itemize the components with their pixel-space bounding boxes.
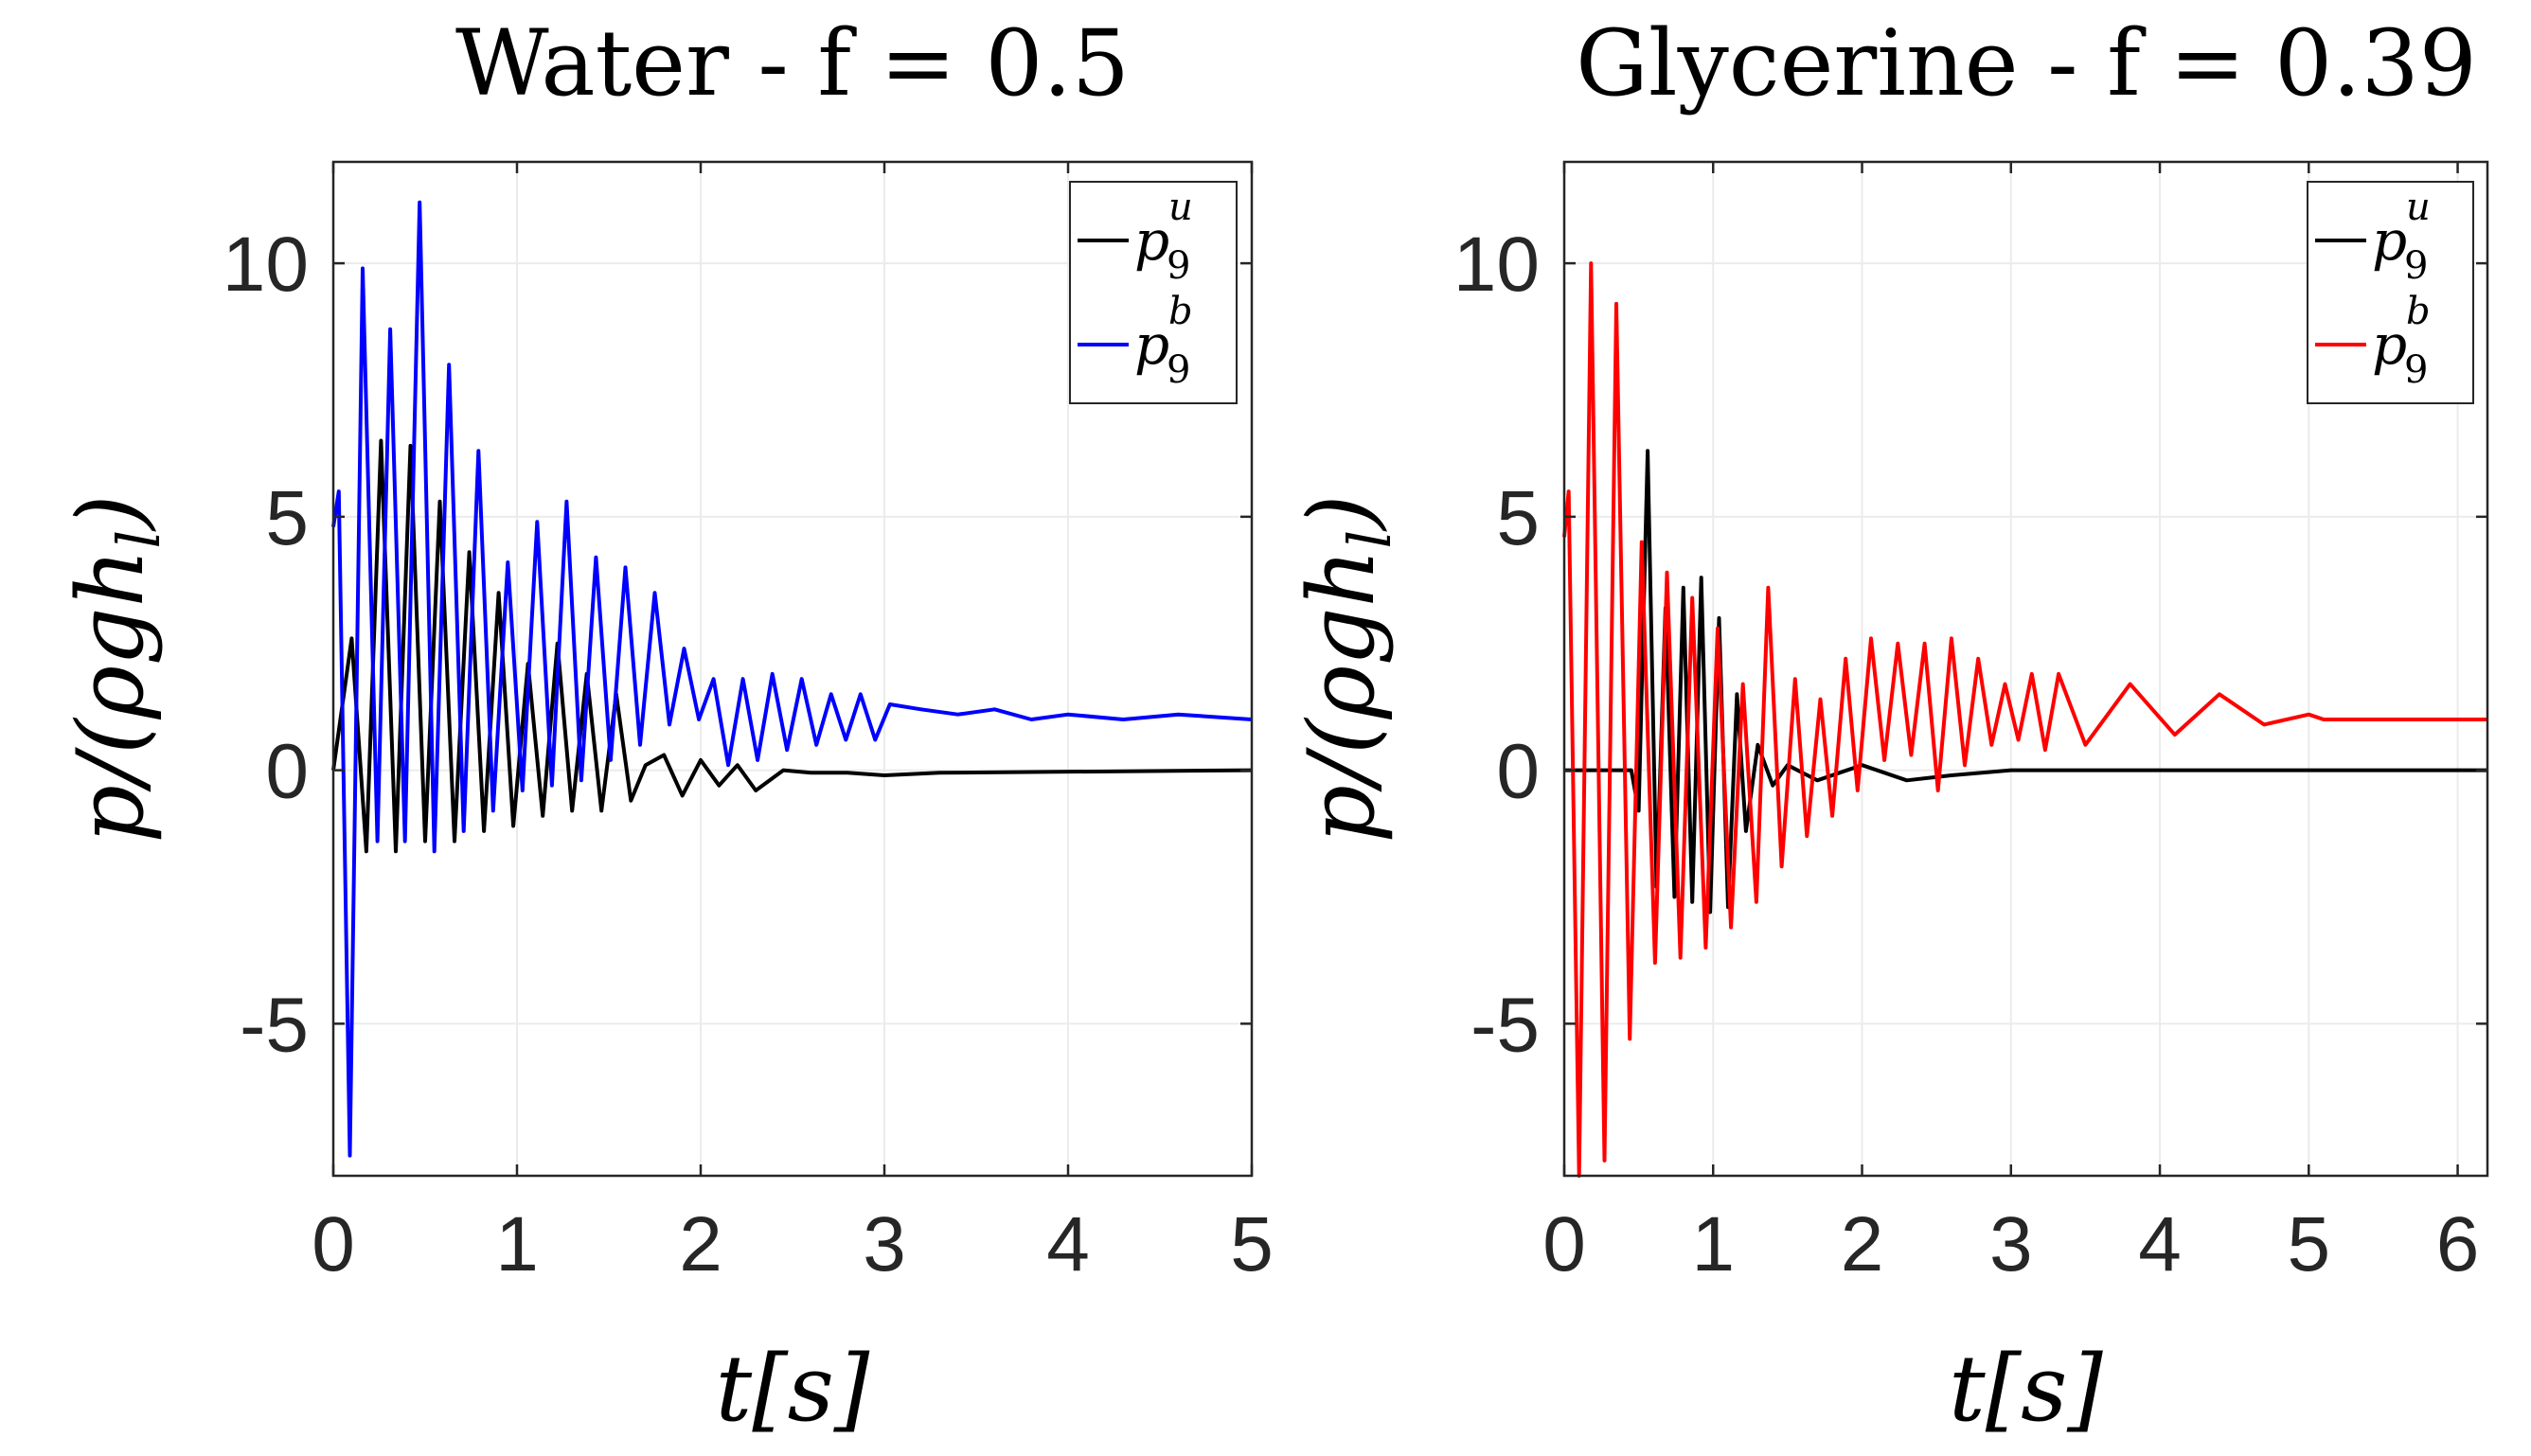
glycerine-series-b-line	[1562, 261, 2487, 1178]
water-legend-box	[1069, 181, 1238, 404]
glycerine-legend-label-b: p	[2372, 312, 2407, 377]
water-x-axis-label: t[s]	[716, 1336, 870, 1442]
water-y-tick-label: -5	[240, 982, 309, 1068]
glycerine-legend-sub-b: 9	[2404, 348, 2428, 392]
water-legend-sup-b: b	[1168, 290, 1193, 333]
glycerine-y-axis-label: p/(ρghl)	[1289, 494, 1404, 843]
glycerine-x-tick-label: 1	[1691, 1201, 1735, 1287]
glycerine-legend-box	[2307, 181, 2474, 404]
water-legend-sub-b: 9	[1167, 348, 1190, 392]
water-legend-sub-u: 9	[1167, 244, 1190, 288]
glycerine-x-axis-label: t[s]	[1949, 1336, 2103, 1442]
glycerine-y-tick-label: -5	[1470, 982, 1540, 1068]
glycerine-x-tick-label: 4	[2138, 1201, 2182, 1287]
water-y-tick-label: 5	[265, 475, 309, 561]
water-legend-label-u: p	[1134, 208, 1169, 273]
water-legend-label-b: p	[1134, 312, 1169, 377]
glycerine-x-tick-label: 2	[1841, 1201, 1884, 1287]
water-x-tick-label: 4	[1046, 1201, 1090, 1287]
glycerine-y-tick-label: 5	[1496, 475, 1540, 561]
water-x-tick-label: 1	[495, 1201, 539, 1287]
glycerine-x-tick-label: 0	[1542, 1201, 1586, 1287]
water-y-tick-label: 10	[223, 222, 309, 308]
glycerine-y-tick-label: 0	[1496, 729, 1540, 815]
glycerine-y-tick-label: 10	[1453, 222, 1540, 308]
water-x-tick-label: 0	[312, 1201, 355, 1287]
glycerine-panel: Glycerine - f = 0.39 0 1 2 3 4 5 6 -5 0 5 10 t[s] p/(…	[1289, 10, 2489, 1442]
water-chart-title: Water - f = 0.5	[455, 10, 1130, 116]
glycerine-legend-sup-u: u	[2406, 186, 2431, 229]
water-x-tick-label: 2	[679, 1201, 722, 1287]
water-panel: Water - f = 0.5 0 1 2 3 4 5 -5 0 5 10 t[s] p/(ρghl) p…	[58, 10, 1274, 1442]
water-x-tick-label: 5	[1230, 1201, 1274, 1287]
glycerine-legend-sup-b: b	[2406, 290, 2431, 333]
glycerine-legend-label-u: p	[2372, 208, 2407, 273]
glycerine-x-tick-label: 3	[1989, 1201, 2033, 1287]
water-y-tick-label: 0	[265, 729, 309, 815]
glycerine-legend-sub-u: 9	[2404, 244, 2428, 288]
glycerine-x-tick-label: 5	[2287, 1201, 2330, 1287]
water-x-tick-label: 3	[863, 1201, 906, 1287]
glycerine-axes-box	[1562, 160, 2489, 1178]
glycerine-chart-title: Glycerine - f = 0.39	[1576, 10, 2477, 116]
water-series-b-line	[331, 200, 1253, 1158]
water-y-axis-label: p/(ρghl)	[58, 494, 173, 843]
water-axes-box	[331, 160, 1254, 1178]
water-legend-sup-u: u	[1168, 186, 1193, 229]
glycerine-x-tick-label: 6	[2436, 1201, 2480, 1287]
